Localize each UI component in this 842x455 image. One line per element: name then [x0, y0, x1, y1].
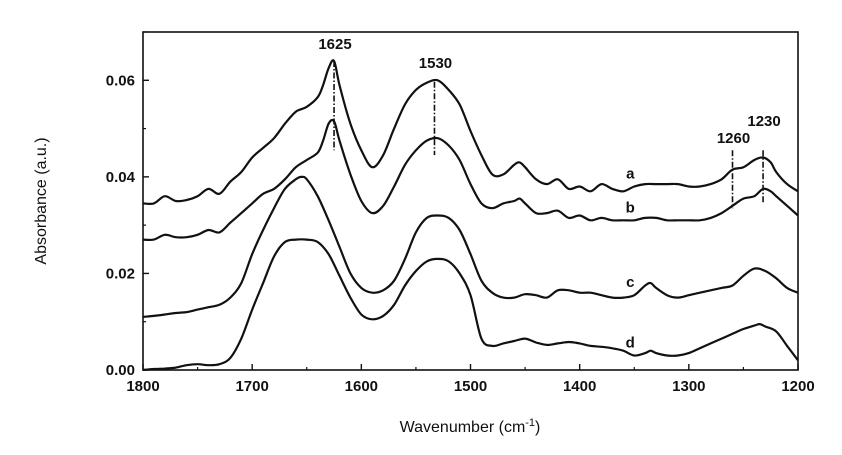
- series-line-b: [142, 118, 799, 242]
- plot-frame: [142, 31, 799, 371]
- x-tick-label: 1500: [454, 378, 487, 395]
- y-axis-title: Absorbance (a.u.): [33, 137, 50, 264]
- x-tick-label: 1600: [345, 378, 378, 395]
- x-tick-label: 1200: [781, 378, 814, 395]
- x-tick-label: 1800: [126, 378, 159, 395]
- series-group: ab c d: [142, 59, 799, 372]
- x-tick-label: 1400: [563, 378, 596, 395]
- x-tick-label: 1300: [672, 378, 705, 395]
- x-tick-label: 1700: [235, 378, 268, 395]
- y-tick-label: 0.00: [106, 362, 135, 379]
- x-axis: 1800 1700 1600 1500 1400 1300 1200: [126, 364, 815, 395]
- y-tick-label: 0.04: [106, 169, 136, 186]
- annotation-label: 1230: [747, 113, 780, 130]
- y-tick-label: 0.02: [106, 265, 135, 282]
- series-label-d: d: [626, 335, 635, 352]
- series-line-c: [142, 175, 799, 318]
- series-label-a: a: [626, 166, 635, 183]
- series-label-c: c: [626, 274, 634, 291]
- y-axis: 0.00 0.02 0.04 0.06: [106, 31, 149, 379]
- series-line-a: [142, 59, 799, 206]
- annotation-label: 1530: [419, 55, 452, 72]
- annotation-label: 1260: [717, 130, 750, 147]
- annotation-label: 1625: [318, 36, 351, 53]
- x-axis-title: Wavenumber (cm-1): [400, 417, 541, 436]
- y-tick-label: 0.06: [106, 72, 135, 89]
- series-line-d: [142, 238, 799, 372]
- series-label-b: b: [626, 199, 635, 216]
